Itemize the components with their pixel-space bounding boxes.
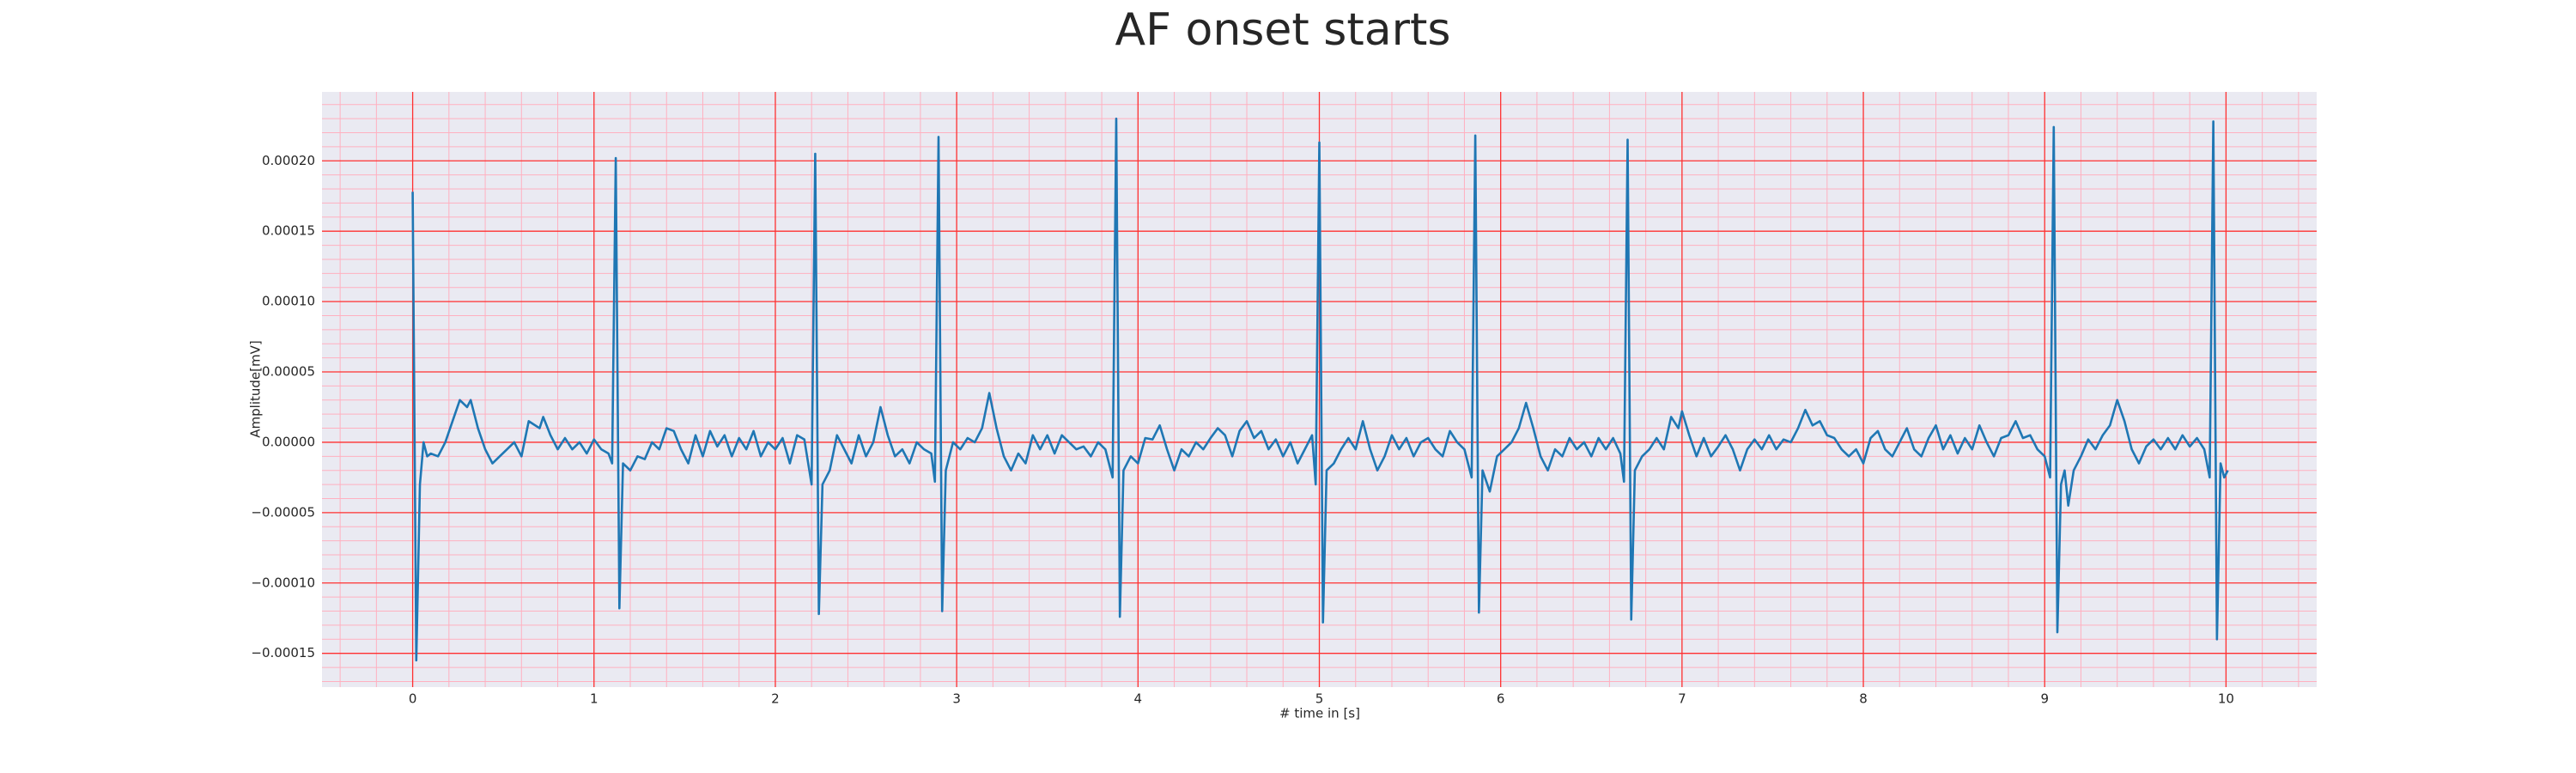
x-tick-label: 10 <box>2218 691 2234 707</box>
x-tick-label: 9 <box>2040 691 2049 707</box>
y-tick-label: 0.00020 <box>262 153 315 168</box>
y-tick-label: 0.00000 <box>262 434 315 449</box>
y-tick-label: 0.00010 <box>262 294 315 309</box>
x-tick-label: 4 <box>1134 691 1143 707</box>
chart-title: AF onset starts <box>1115 4 1451 56</box>
x-tick-label: 0 <box>409 691 417 707</box>
y-tick-label: −0.00015 <box>251 645 315 660</box>
x-tick-label: 5 <box>1315 691 1324 707</box>
x-tick-label: 7 <box>1678 691 1686 707</box>
x-tick-label: 3 <box>952 691 961 707</box>
y-tick-label: −0.00005 <box>251 504 315 520</box>
y-tick-label: 0.00005 <box>262 364 315 380</box>
ecg-line <box>411 117 2229 662</box>
x-tick-label: 8 <box>1859 691 1868 707</box>
y-tick-label: −0.00010 <box>251 575 315 590</box>
x-tick-label: 6 <box>1497 691 1505 707</box>
y-tick-label: 0.00015 <box>262 223 315 239</box>
x-tick-label: 2 <box>771 691 780 707</box>
y-axis-label: Amplitude[mV] <box>248 340 264 437</box>
x-tick-label: 1 <box>590 691 598 707</box>
x-axis-label: # time in [s] <box>1279 706 1360 721</box>
